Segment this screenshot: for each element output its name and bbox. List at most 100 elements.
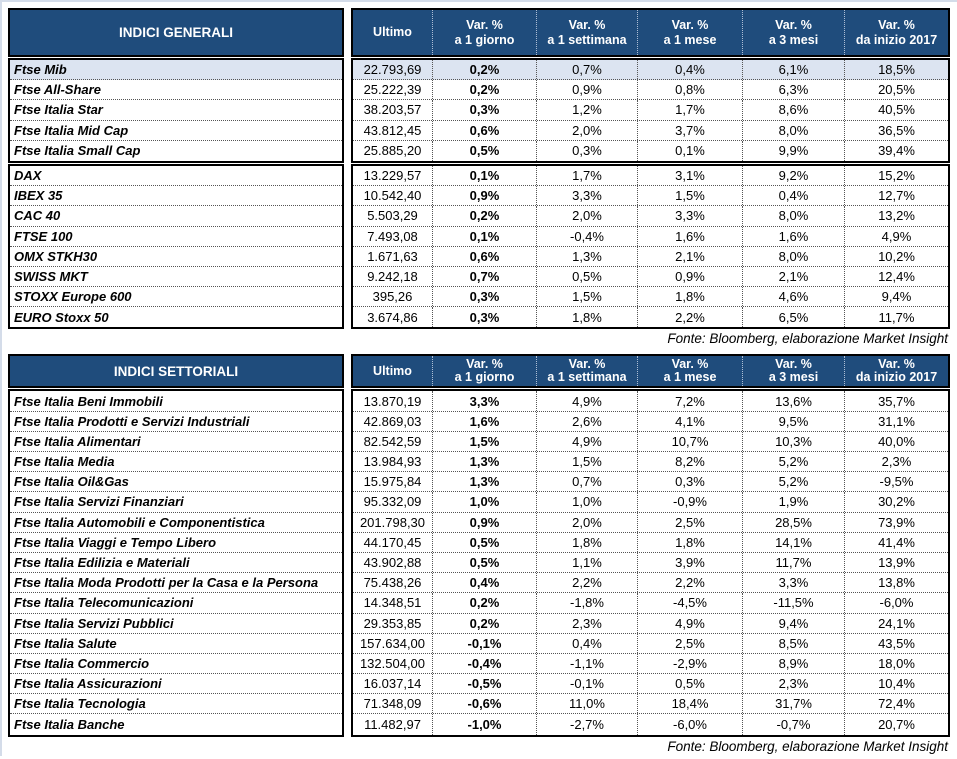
cell-var-pct: 12,7% [844, 186, 948, 206]
cell-var-pct: 0,2% [432, 80, 536, 100]
sector-indices-column-headers: Ultimo Var. % a 1 giorno Var. % a 1 sett… [351, 354, 950, 389]
cell-ultimo: 14.348,51 [363, 595, 422, 611]
row-values: 157.634,00 -0,1% 0,4% 2,5% 8,5% 43,5% [353, 633, 948, 653]
table-group: Ftse Italia Beni Immobili Ftse Italia Pro… [8, 389, 344, 737]
cell-var-pct: 0,4% [742, 186, 844, 206]
table-row: Ftse Italia Edilizia e Materiali [10, 553, 342, 574]
cell-var-pct: 4,6% [742, 287, 844, 307]
cell-var-pct: 1,7% [536, 165, 637, 186]
cell-var-pct: 0,7% [432, 266, 536, 287]
row-label: FTSE 100 [14, 228, 73, 244]
column-header-var-3-mesi: Var. % a 3 mesi [742, 10, 844, 55]
cell-var-pct: 0,3% [432, 100, 536, 120]
row-values: 75.438,26 0,4% 2,2% 2,2% 3,3% 13,8% [353, 573, 948, 593]
row-values: 38.203,57 0,3% 1,2% 1,7% 8,6% 40,5% [353, 100, 948, 120]
cell-var-pct: 0,1% [432, 165, 536, 186]
column-header-var-1-settimana: Var. % a 1 settimana [536, 356, 637, 387]
cell-var-pct: 0,9% [637, 266, 742, 287]
cell-var-pct: 1,3% [432, 452, 536, 472]
table-row: Ftse Italia Moda Prodotti per la Casa e … [10, 573, 342, 594]
cell-var-pct: 1,6% [637, 226, 742, 246]
column-header-ultimo: Ultimo [353, 356, 432, 386]
table-row: Ftse Italia Salute [10, 634, 342, 654]
cell-var-pct: 8,5% [742, 633, 844, 653]
table-group: Ftse Mib Ftse All-Share Ftse Italia Star Ft… [8, 58, 344, 163]
table-row: Ftse Italia Beni Immobili [10, 391, 342, 412]
sector-indices-label-column: INDICI SETTORIALI Ftse Italia Beni Immob… [8, 354, 344, 737]
row-values: 29.353,85 0,2% 2,3% 4,9% 9,4% 24,1% [353, 613, 948, 633]
table-row: Ftse Italia Servizi Pubblici [10, 614, 342, 634]
table-row: Ftse Italia Star [10, 100, 342, 121]
cell-var-pct: 5,2% [742, 472, 844, 492]
cell-var-pct: -1,8% [536, 593, 637, 613]
table-row: 15.975,84 1,3% 0,7% 0,3% 5,2% -9,5% [353, 472, 948, 493]
cell-var-pct: -6,0% [637, 714, 742, 735]
row-label: Ftse Italia Salute [14, 635, 117, 651]
cell-var-pct: 2,5% [637, 512, 742, 532]
cell-var-pct: 5,2% [742, 452, 844, 472]
row-label: Ftse Italia Small Cap [14, 143, 141, 159]
cell-var-pct: 2,3% [536, 613, 637, 633]
cell-var-pct: 1,9% [742, 492, 844, 512]
row-values: 1.671,63 0,6% 1,3% 2,1% 8,0% 10,2% [353, 246, 948, 266]
table-row: 22.793,69 0,2% 0,7% 0,4% 6,1% 18,5% [353, 60, 948, 81]
cell-var-pct: 2,0% [536, 512, 637, 532]
table-group: 22.793,69 0,2% 0,7% 0,4% 6,1% 18,5% 25.222,39 0… [351, 58, 950, 163]
general-indices-table: INDICI GENERALI Ftse Mib Ftse All-Share Ft… [8, 8, 950, 330]
cell-var-pct: 4,1% [637, 411, 742, 431]
cell-var-pct: 11,7% [844, 307, 948, 328]
cell-var-pct: 0,5% [432, 532, 536, 552]
cell-var-pct: 1,5% [536, 452, 637, 472]
row-values: 43.812,45 0,6% 2,0% 3,7% 8,0% 36,5% [353, 120, 948, 140]
table-row: 9.242,18 0,7% 0,5% 0,9% 2,1% 12,4% [353, 266, 948, 288]
column-header-sublabel: a 3 mesi [768, 370, 819, 385]
cell-var-pct: 0,3% [536, 140, 637, 161]
cell-var-pct: 4,9% [536, 391, 637, 411]
row-values: 201.798,30 0,9% 2,0% 2,5% 28,5% 73,9% [353, 512, 948, 532]
cell-var-pct: 10,7% [637, 431, 742, 451]
cell-var-pct: 9,5% [742, 411, 844, 431]
cell-var-pct: 1,8% [536, 307, 637, 328]
table-group: 13.229,57 0,1% 1,7% 3,1% 9,2% 15,2% 10.542,40 0… [351, 163, 950, 330]
cell-ultimo: 201.798,30 [359, 514, 426, 530]
table-row: 132.504,00 -0,4% -1,1% -2,9% 8,9% 18,0% [353, 653, 948, 675]
row-label: Ftse Italia Star [14, 102, 103, 118]
table-row: 43.812,45 0,6% 2,0% 3,7% 8,0% 36,5% [353, 120, 948, 141]
cell-var-pct: -0,4% [432, 653, 536, 674]
cell-var-pct: 0,1% [432, 226, 536, 246]
cell-ultimo: 9.242,18 [367, 268, 418, 284]
table-row: 14.348,51 0,2% -1,8% -4,5% -11,5% -6,0% [353, 593, 948, 614]
cell-var-pct: 2,0% [536, 120, 637, 140]
cell-var-pct: 1,1% [536, 552, 637, 573]
cell-var-pct: -0,1% [432, 633, 536, 653]
cell-var-pct: 10,4% [844, 674, 948, 694]
cell-var-pct: -0,5% [432, 674, 536, 694]
table-row: Ftse Italia Automobili e Componentistica [10, 513, 342, 533]
row-label: Ftse Italia Commercio [14, 655, 150, 671]
row-label: Ftse Mib [14, 62, 67, 78]
cell-ultimo: 7.493,08 [367, 228, 418, 244]
cell-var-pct: 0,2% [432, 206, 536, 226]
sector-indices-data-column: Ultimo Var. % a 1 giorno Var. % a 1 sett… [351, 354, 950, 737]
row-label: EURO Stoxx 50 [14, 309, 109, 325]
row-label: Ftse Italia Oil&Gas [14, 474, 129, 490]
cell-ultimo: 3.674,86 [367, 309, 418, 325]
row-label: Ftse Italia Prodotti e Servizi Industria… [14, 413, 250, 429]
cell-var-pct: 18,5% [844, 60, 948, 80]
column-header-label: Var. % [568, 17, 606, 32]
general-indices-column-headers: Ultimo Var. % a 1 giorno Var. % a 1 sett… [351, 8, 950, 57]
table-row: 29.353,85 0,2% 2,3% 4,9% 9,4% 24,1% [353, 613, 948, 634]
cell-ultimo: 1.671,63 [367, 248, 418, 264]
cell-ultimo: 10.542,40 [363, 188, 422, 204]
table-row: 43.902,88 0,5% 1,1% 3,9% 11,7% 13,9% [353, 552, 948, 574]
table-row: 13.984,93 1,3% 1,5% 8,2% 5,2% 2,3% [353, 452, 948, 473]
cell-var-pct: -0,7% [742, 714, 844, 735]
row-values: 25.222,39 0,2% 0,9% 0,8% 6,3% 20,5% [353, 80, 948, 100]
table-row: Ftse Italia Tecnologia [10, 694, 342, 715]
cell-ultimo: 395,26 [372, 289, 413, 305]
cell-ultimo: 44.170,45 [363, 534, 422, 550]
cell-var-pct: 1,8% [637, 532, 742, 552]
cell-var-pct: 0,4% [432, 573, 536, 593]
cell-var-pct: 0,3% [637, 472, 742, 492]
cell-ultimo: 75.438,26 [363, 575, 422, 591]
